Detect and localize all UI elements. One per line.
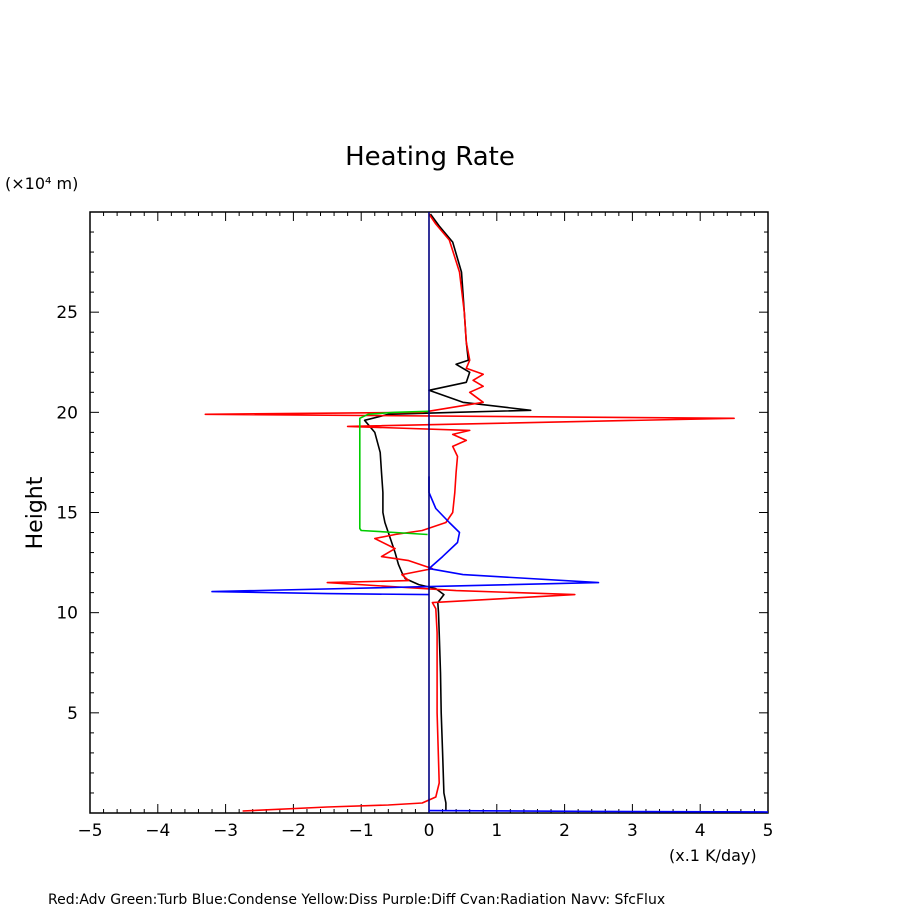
x-tick-label: −5: [77, 821, 102, 841]
x-tick-label: 4: [695, 821, 706, 841]
series-line-condense: [211, 476, 600, 596]
x-tick-label: −1: [349, 821, 374, 841]
x-tick-label: 2: [559, 821, 570, 841]
x-tick-label: −2: [281, 821, 306, 841]
plot-area: −5 −4 −3 −2 −1 0 1 2 3 4 5 5 10 15 20 25: [56, 211, 774, 841]
y-tick-label: 5: [67, 704, 78, 724]
x-axis-unit: (x.1 K/day): [669, 846, 757, 865]
y-tick-label: 20: [56, 403, 78, 423]
y-tick-label: 25: [56, 303, 78, 323]
x-tick-label: −4: [145, 821, 170, 841]
x-tick-label: 5: [763, 821, 774, 841]
series-line-surface: [428, 809, 769, 813]
x-tick-label: 3: [627, 821, 638, 841]
y-tick-label: 10: [56, 604, 78, 624]
y-axis-unit: (×10⁴ m): [5, 174, 78, 193]
y-axis-label: Height: [23, 476, 48, 549]
series-line-adv: [204, 213, 735, 812]
chart-title: Heating Rate: [345, 142, 515, 172]
y-tick-label: 15: [56, 504, 78, 524]
x-tick-label: −3: [213, 821, 238, 841]
x-tick-label: 0: [424, 821, 435, 841]
series-line-total: [363, 213, 532, 811]
legend-text: Red:Adv Green:Turb Blue:Condense Yellow:…: [48, 892, 665, 904]
x-tick-label: 1: [491, 821, 502, 841]
series-line-turb: [358, 410, 430, 536]
